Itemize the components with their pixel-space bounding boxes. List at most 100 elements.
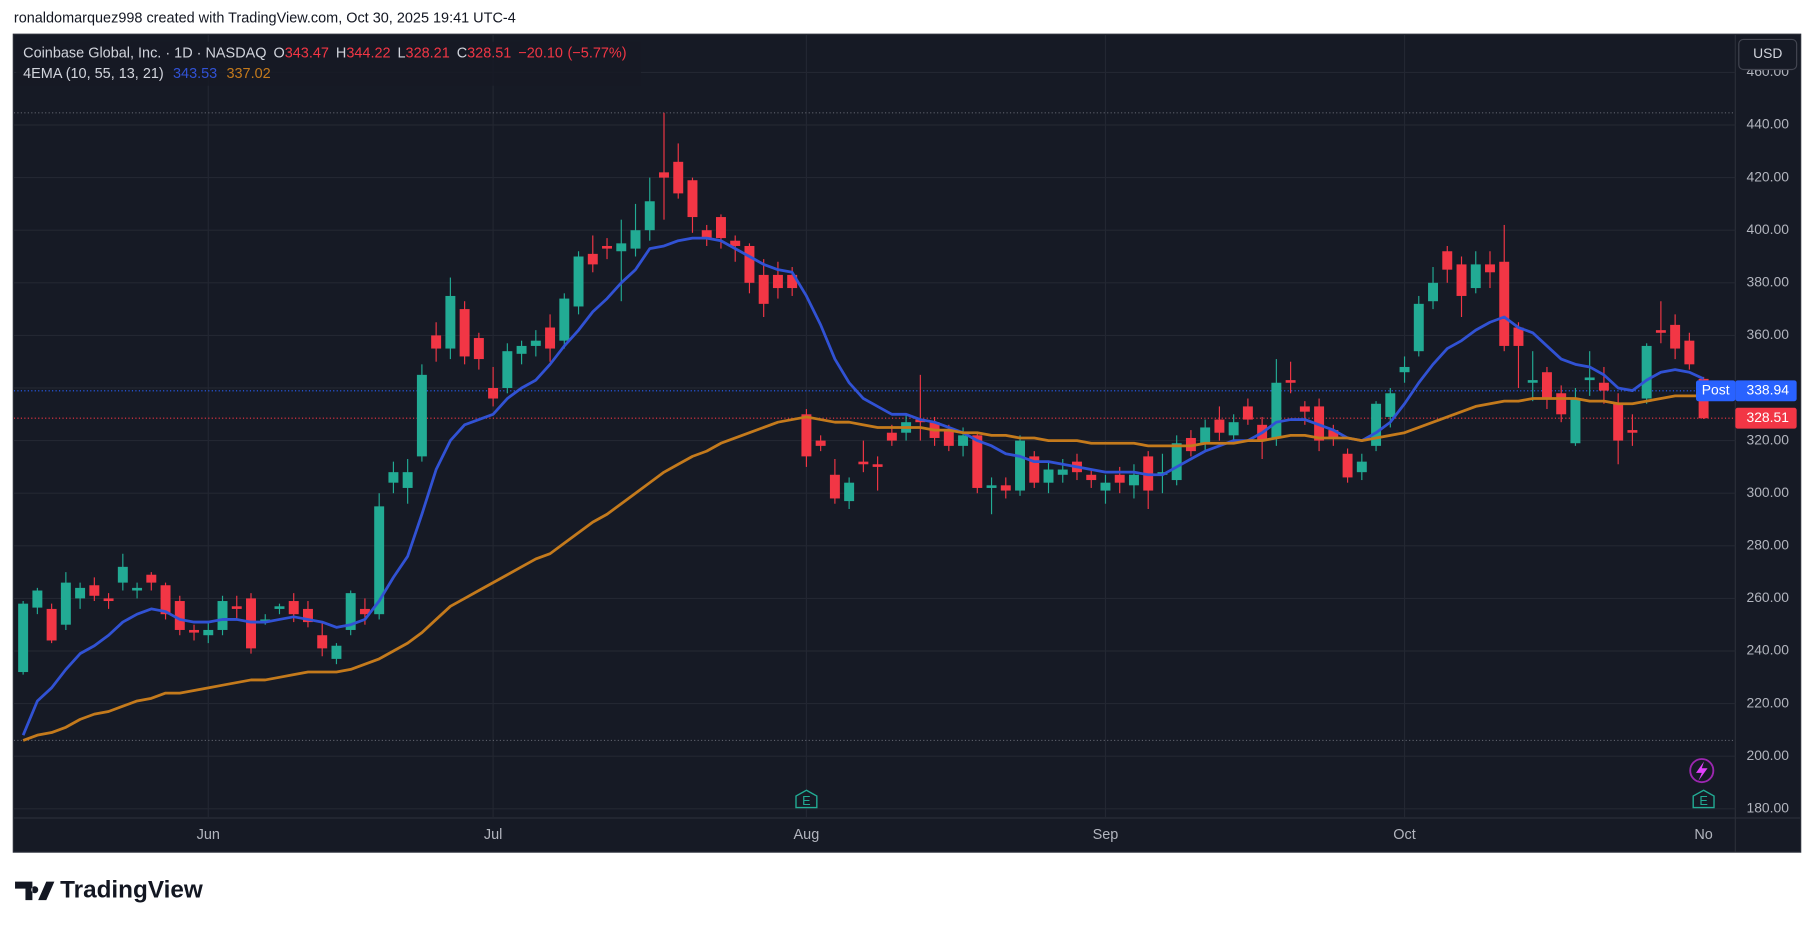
candle-body (1428, 282, 1438, 302)
candle-body (744, 245, 755, 283)
candle-body (18, 603, 29, 673)
candle-body (445, 295, 456, 349)
candle-body (829, 474, 840, 499)
candle-body (416, 374, 427, 457)
candle-body (1171, 443, 1182, 481)
y-tick-label: 420.00 (1746, 168, 1789, 184)
currency-button[interactable] (1738, 38, 1798, 71)
post-price-badge (1735, 380, 1797, 402)
post-price: 338.94 (1746, 381, 1789, 397)
brand-name: TradingView (60, 876, 203, 903)
earnings-marker: E (795, 789, 818, 809)
y-tick-label: 380.00 (1746, 273, 1789, 289)
candle-body (886, 432, 897, 441)
candle-body (1043, 469, 1054, 483)
candle-body (46, 608, 57, 641)
candle-body (986, 485, 997, 488)
candle-body (1670, 324, 1681, 349)
candle-body (189, 629, 200, 633)
y-tick-label: 220.00 (1746, 694, 1789, 710)
symbol: Coinbase Global, Inc. · 1D · NASDAQ (23, 45, 266, 61)
x-tick-label: Oct (1393, 827, 1415, 843)
c-letter: C (457, 45, 467, 61)
h-letter: H (336, 45, 346, 61)
candle-body (75, 587, 86, 599)
indicator-line: 4EMA (10, 55, 13, 21) 343.53 337.02 (23, 66, 271, 82)
candle-body (1399, 366, 1410, 373)
candle-body (1271, 382, 1282, 438)
x-tick-label: Jun (197, 827, 220, 843)
candle-body (345, 593, 356, 630)
x-tick-label: Sep (1093, 827, 1119, 843)
candle-body (1200, 427, 1211, 444)
candle-body (459, 309, 470, 357)
credit: ronaldomarquez998 created with TradingVi… (14, 10, 516, 26)
candle-body (32, 590, 43, 608)
candle-body (1342, 453, 1353, 478)
candle-body (1485, 264, 1495, 273)
candle-body (160, 585, 171, 615)
candle-body (302, 608, 313, 623)
currency[interactable]: USD (1753, 45, 1782, 61)
candle-body (872, 464, 883, 467)
candle-body (730, 240, 741, 246)
y-tick-label: 360.00 (1746, 326, 1789, 342)
axes: 180.00 200.00 220.00 240.00 260.00 280.00 300.… (197, 63, 1797, 843)
h-value: 344.22 (346, 45, 390, 61)
candle-body (288, 601, 299, 615)
candle-body (972, 435, 983, 488)
candle-body (1641, 345, 1652, 399)
candle-body (1570, 398, 1581, 444)
y-tick-label: 300.00 (1746, 484, 1789, 500)
earnings-label: E (802, 793, 810, 808)
candle-body (89, 585, 100, 596)
candle-body (1627, 430, 1638, 433)
candle-body (317, 635, 328, 649)
candle-body (559, 298, 570, 341)
candle-body (1584, 377, 1595, 381)
candle-body (587, 253, 598, 265)
y-tick-label: 400.00 (1746, 221, 1789, 237)
candle-body (516, 345, 527, 354)
candle-body (1114, 474, 1125, 483)
change: −20.10 (518, 45, 563, 61)
candle-body (359, 608, 370, 615)
candle-body (801, 414, 812, 457)
candle-body (1000, 485, 1011, 491)
candle-body (1029, 456, 1040, 483)
candle-body (388, 472, 399, 483)
candle-body (787, 274, 798, 289)
candle-body (60, 582, 71, 625)
candle-body (715, 217, 726, 239)
candle-body (217, 601, 228, 630)
candle-body (958, 435, 969, 446)
candle-body (203, 629, 214, 636)
ema-fast-value: 343.53 (173, 66, 217, 82)
candle-body (1242, 406, 1253, 420)
legend-line: Coinbase Global, Inc. · 1D · NASDAQ O343.… (23, 45, 626, 61)
candle-body (1413, 303, 1424, 352)
ema-line (22, 394, 1704, 742)
y-tick-label: 280.00 (1746, 536, 1789, 552)
candle-body (644, 201, 655, 231)
candle-body (502, 351, 513, 389)
post-label: Post (1702, 381, 1730, 397)
candle-body (374, 506, 385, 615)
o-value: 343.47 (285, 45, 329, 61)
candle-body (1228, 422, 1239, 436)
o-letter: O (273, 45, 284, 61)
candle-body (174, 601, 185, 630)
candle-body (331, 645, 342, 659)
candle-body (758, 274, 769, 304)
candle-body (1541, 372, 1552, 399)
candle-body (1128, 474, 1139, 486)
candle-body (772, 274, 783, 289)
candle-body (473, 338, 484, 360)
l-letter: L (397, 45, 405, 61)
candle-body (659, 172, 669, 178)
y-tick-label: 320.00 (1746, 431, 1789, 447)
candle-body (1299, 406, 1310, 412)
candle-body (1356, 461, 1367, 473)
post-badge (1695, 380, 1736, 402)
